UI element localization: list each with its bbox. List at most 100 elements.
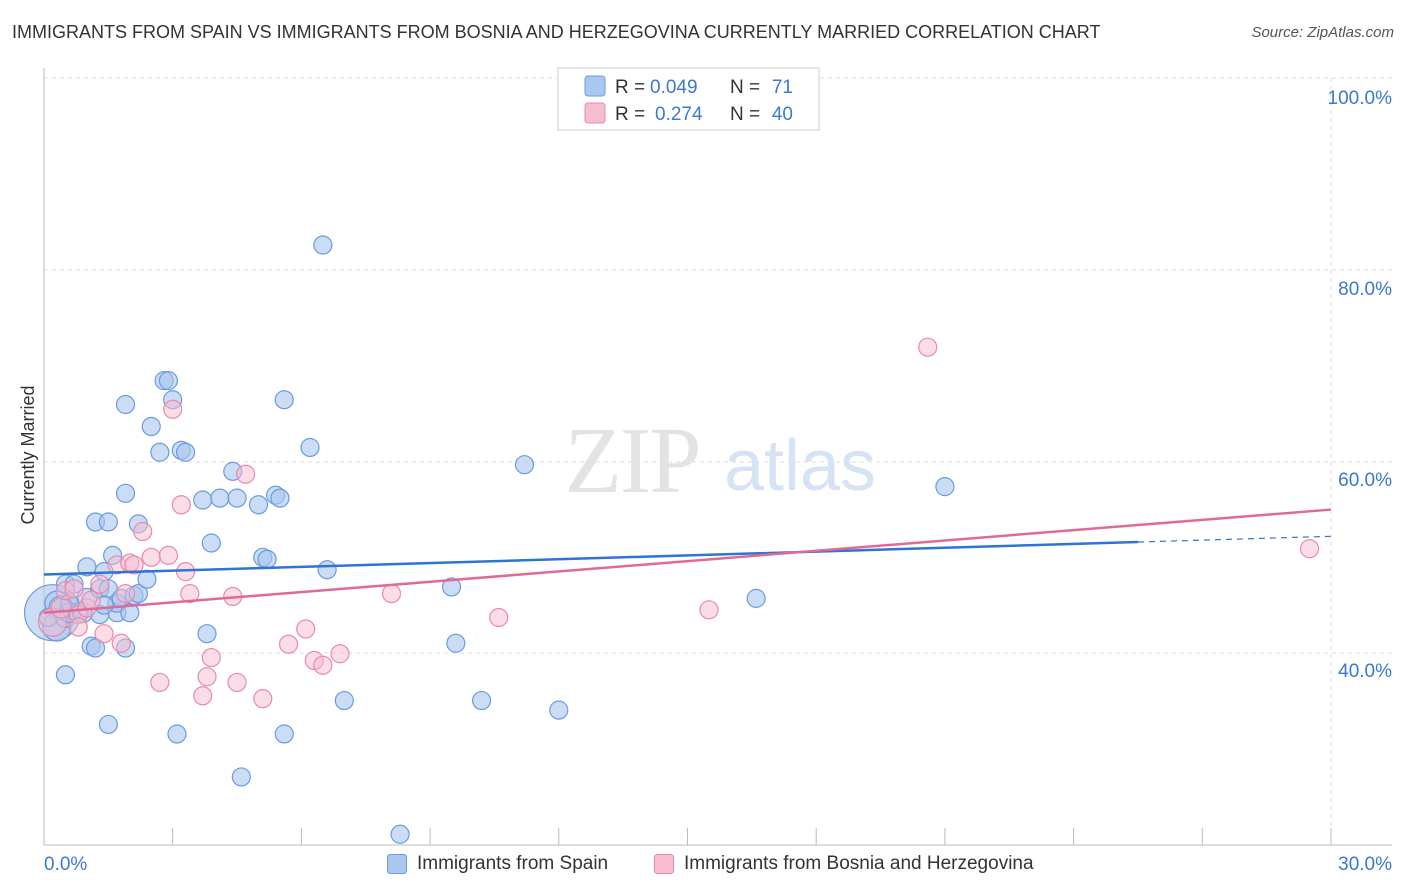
data-point-bosnia — [236, 464, 256, 484]
data-point-bosnia — [68, 617, 88, 637]
stats-r-label-bosnia: R = — [615, 104, 645, 125]
data-point-bosnia — [296, 619, 316, 639]
legend-label-spain: Immigrants from Spain — [417, 853, 609, 874]
data-point-spain — [549, 700, 569, 720]
legend-swatch-bosnia — [654, 854, 674, 874]
data-point-spain — [85, 638, 106, 658]
source-credit: Source: ZipAtlas.com — [1251, 24, 1394, 41]
stats-n-label-bosnia: N = — [730, 104, 760, 125]
trend-line-bosnia — [43, 508, 1332, 614]
data-point-spain — [317, 560, 337, 580]
data-point-spain — [197, 624, 217, 644]
data-point-bosnia — [193, 686, 213, 706]
data-point-spain — [441, 577, 462, 597]
zipatlas-watermark: ZIP atlas — [565, 409, 877, 513]
stats-n-value-bosnia: 40 — [772, 104, 793, 125]
data-point-bosnia — [81, 590, 101, 610]
data-point-bosnia — [141, 547, 161, 567]
data-point-bosnia — [94, 624, 114, 644]
data-point-bosnia — [699, 600, 719, 620]
y-tick-label: 100.0% — [1328, 88, 1393, 109]
stats-legend: R = 0.049 N = 71 R = 0.274 N = 40 — [557, 67, 820, 131]
y-tick-label: 40.0% — [1338, 661, 1392, 682]
data-point-spain — [274, 724, 294, 744]
data-point-spain — [257, 549, 277, 569]
data-point-bosnia — [124, 555, 144, 575]
trend-line-spain-extension — [1137, 535, 1332, 543]
x-tick-label: 30.0% — [1338, 854, 1392, 875]
data-point-bosnia — [253, 689, 273, 709]
stats-r-value-spain: 0.049 — [650, 77, 698, 98]
watermark-zip: ZIP — [565, 409, 700, 513]
stats-r-label-spain: R = — [615, 77, 645, 98]
chart-title: IMMIGRANTS FROM SPAIN VS IMMIGRANTS FROM… — [12, 22, 1101, 42]
data-point-spain — [201, 533, 221, 553]
data-point-spain — [248, 495, 269, 515]
data-point-spain — [514, 455, 535, 475]
legend-label-bosnia: Immigrants from Bosnia and Herzegovina — [684, 853, 1034, 874]
watermark-atlas: atlas — [724, 426, 876, 506]
data-point-spain — [270, 488, 290, 508]
y-tick-label: 80.0% — [1338, 279, 1392, 300]
y-tick-label: 60.0% — [1338, 470, 1392, 491]
legend-item-spain[interactable]: Immigrants from Spain — [387, 851, 608, 877]
data-point-spain — [446, 633, 466, 653]
data-point-bosnia — [313, 655, 333, 675]
data-point-spain — [334, 690, 354, 711]
data-point-spain — [746, 588, 766, 608]
data-point-bosnia — [381, 583, 402, 604]
data-point-spain — [137, 569, 157, 589]
data-point-bosnia — [918, 337, 938, 357]
data-point-bosnia — [163, 399, 183, 419]
data-point-spain — [300, 437, 320, 458]
grid-layer — [44, 77, 1392, 845]
stats-swatch-bosnia — [584, 102, 606, 124]
data-point-bosnia — [171, 495, 191, 515]
x-tick-label: 0.0% — [44, 854, 87, 875]
data-point-bosnia — [1299, 539, 1320, 559]
data-point-spain — [471, 690, 492, 711]
stats-swatch-spain — [584, 75, 606, 97]
data-point-bosnia — [133, 521, 153, 542]
stats-r-value-bosnia: 0.274 — [655, 104, 703, 125]
data-point-bosnia — [64, 579, 84, 599]
data-point-spain — [313, 235, 333, 255]
data-point-bosnia — [90, 574, 110, 594]
data-point-spain — [175, 442, 196, 462]
data-point-spain — [193, 490, 213, 510]
data-point-spain — [150, 442, 170, 462]
data-point-spain — [115, 394, 136, 415]
data-point-spain — [98, 714, 118, 735]
data-point-spain — [98, 512, 118, 532]
data-point-spain — [141, 416, 161, 437]
data-point-spain — [158, 371, 179, 391]
data-point-spain — [227, 488, 247, 508]
data-point-spain — [167, 724, 187, 744]
data-point-bosnia — [50, 597, 72, 619]
data-point-bosnia — [201, 647, 221, 668]
data-point-bosnia — [489, 607, 509, 628]
data-point-spain — [210, 488, 230, 508]
data-point-bosnia — [150, 672, 170, 693]
axis-layer — [43, 68, 1392, 846]
y-axis-label: Currently Married — [18, 385, 38, 524]
label-layer: 40.0% 60.0% 80.0% 100.0% 0.0% 30.0% — [44, 88, 1392, 875]
data-point-bosnia — [197, 667, 217, 687]
data-point-bosnia — [158, 545, 179, 566]
trend-layer — [43, 508, 1332, 614]
data-point-bosnia — [115, 583, 136, 604]
data-point-spain — [231, 767, 251, 787]
trend-line-spain — [43, 540, 1138, 576]
data-point-spain — [390, 824, 410, 844]
data-point-bosnia — [180, 583, 200, 604]
data-point-bosnia — [330, 644, 350, 664]
data-point-spain — [935, 477, 955, 497]
data-point-bosnia — [227, 672, 247, 693]
legend-item-bosnia[interactable]: Immigrants from Bosnia and Herzegovina — [654, 851, 1034, 877]
stats-n-label-spain: N = — [730, 77, 760, 98]
data-point-spain — [274, 390, 294, 410]
data-point-bosnia — [111, 633, 131, 653]
data-point-spain — [115, 483, 136, 503]
legend-swatch-spain — [387, 854, 407, 874]
